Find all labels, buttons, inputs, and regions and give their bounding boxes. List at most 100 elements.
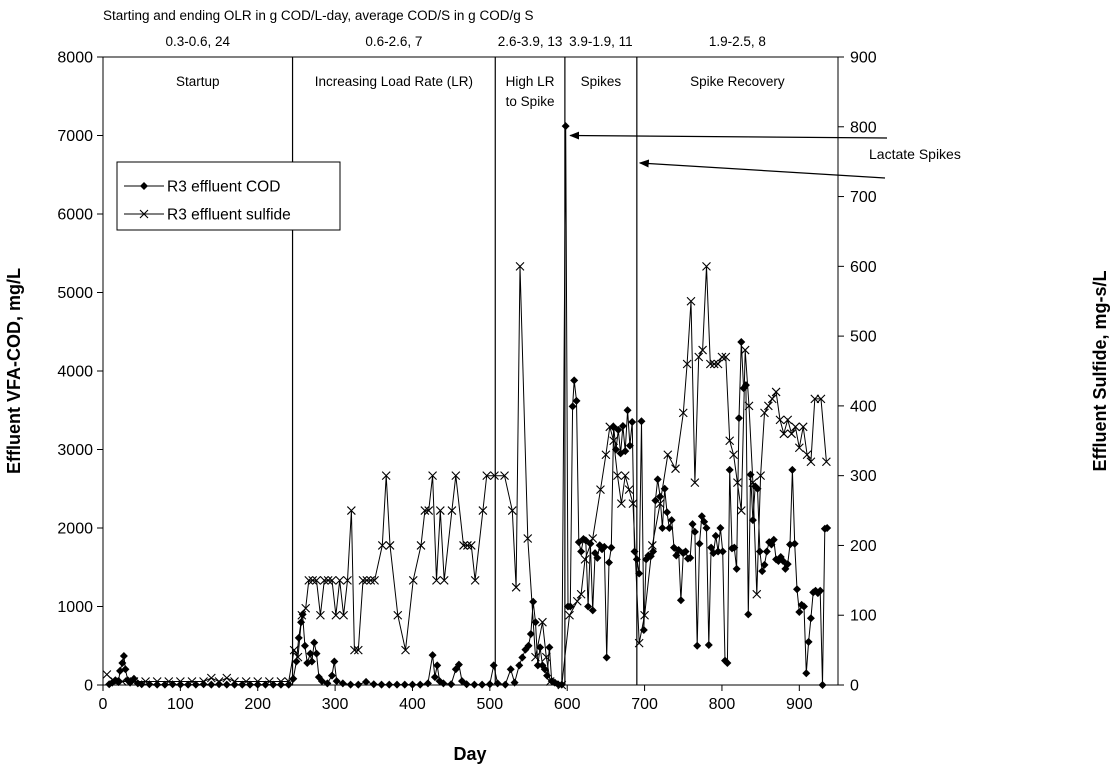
data-point-cod (566, 602, 575, 611)
data-point-sulfide (572, 596, 582, 606)
data-point-cod (323, 679, 332, 688)
data-point-sulfide (490, 471, 499, 481)
x-tick-label: 0 (99, 696, 108, 713)
data-point-sulfide (694, 352, 704, 362)
data-point-cod (711, 531, 720, 540)
x-tick-label: 200 (244, 696, 271, 713)
data-point-cod (338, 679, 347, 688)
data-point-sulfide (822, 457, 831, 467)
data-point-cod (681, 547, 690, 556)
data-point-cod (306, 649, 315, 658)
data-point-cod (602, 653, 611, 662)
data-point-cod (454, 660, 463, 669)
data-point-cod (614, 425, 623, 434)
data-point-sulfide (760, 408, 769, 418)
data-point-cod (625, 441, 634, 450)
data-point-cod (693, 641, 702, 650)
data-point-sulfide (304, 575, 314, 585)
data-point-cod (294, 633, 303, 642)
data-point-sulfide (515, 261, 525, 271)
data-point-cod (439, 679, 448, 688)
x-axis: 0 100 200 300 400 500 600 700 800 900 (99, 685, 813, 713)
data-point-cod (199, 680, 208, 689)
legend-box (116, 161, 341, 231)
data-point-sulfide (725, 436, 735, 446)
data-point-sulfide (470, 575, 480, 585)
data-point-cod (540, 665, 549, 674)
data-point-cod (230, 680, 239, 689)
x-axis-title: Day (453, 744, 486, 764)
x-tick-label: 500 (476, 696, 503, 713)
data-point-sulfide (331, 610, 341, 620)
data-point-sulfide (678, 408, 688, 418)
data-point-cod (145, 680, 154, 689)
data-point-sulfide (293, 652, 303, 662)
data-point-cod (577, 547, 586, 556)
data-point-cod (676, 596, 685, 605)
data-point-cod (806, 614, 815, 623)
data-point-sulfide (289, 645, 299, 655)
data-point-sulfide (187, 677, 197, 686)
data-point-cod (688, 520, 697, 529)
plot-frame (102, 56, 839, 686)
data-point-sulfide (335, 575, 345, 585)
data-point-cod (632, 555, 641, 564)
y-right-tick-label: 300 (850, 468, 877, 485)
data-point-cod (485, 680, 494, 689)
data-point-cod (656, 492, 665, 501)
data-point-sulfide (420, 506, 430, 515)
data-point-cod (289, 674, 298, 683)
data-point-sulfide (596, 485, 605, 495)
data-point-cod (792, 585, 801, 594)
data-point-sulfide (806, 457, 816, 467)
phase-layer: 0.3-0.6, 24 Startup 0.6-2.6, 7 Increasing L… (166, 34, 785, 685)
data-point-sulfide (791, 422, 800, 432)
data-point-cod (607, 543, 616, 552)
data-point-cod (568, 402, 577, 411)
x-tick-label: 400 (399, 696, 426, 713)
data-point-sulfide (297, 610, 307, 620)
data-point-cod (300, 641, 309, 650)
data-point-sulfide (557, 680, 567, 690)
data-point-sulfide (511, 582, 521, 592)
data-point-sulfide (316, 610, 325, 620)
data-point-sulfide (798, 422, 808, 432)
series-line-2 (106, 266, 827, 686)
data-point-sulfide (767, 394, 777, 404)
data-point-sulfide (647, 541, 657, 550)
data-point-sulfide (634, 638, 644, 648)
data-point-cod (663, 508, 672, 517)
data-point-sulfide (740, 345, 750, 355)
data-point-sulfide (276, 677, 286, 686)
data-point-cod (753, 484, 762, 493)
data-point-sulfide (222, 673, 232, 683)
chart-header-note: Starting and ending OLR in g COD/L-day, … (103, 8, 533, 23)
data-point-sulfide (164, 677, 174, 686)
data-point-sulfide (312, 575, 321, 585)
data-point-cod (493, 679, 502, 688)
data-point-sulfide (447, 506, 457, 515)
data-point-cod (501, 680, 510, 689)
phase-label: to Spike (506, 94, 555, 109)
data-point-sulfide (655, 499, 665, 508)
data-point-cod (758, 567, 767, 576)
data-point-sulfide (370, 575, 379, 585)
data-point-sulfide (736, 506, 746, 515)
y-right-tick-label: 900 (850, 50, 877, 67)
data-point-cod (462, 680, 471, 689)
data-point-cod (393, 680, 401, 689)
data-point-cod (408, 680, 417, 689)
data-point-sulfide (682, 359, 692, 369)
data-point-sulfide (253, 677, 263, 686)
data-point-cod (545, 643, 554, 652)
data-point-sulfide (110, 677, 119, 686)
data-point-cod (783, 560, 792, 569)
data-point-sulfide (783, 415, 793, 425)
data-point-sulfide (709, 359, 719, 369)
data-point-cod (253, 680, 262, 689)
data-point-sulfide (241, 677, 251, 686)
x-tick-label: 800 (709, 696, 736, 713)
data-point-sulfide (816, 394, 826, 404)
y-axis-right: 0 100 200 300 400 500 600 700 800 900 (838, 50, 877, 695)
y-right-tick-label: 800 (850, 119, 877, 136)
